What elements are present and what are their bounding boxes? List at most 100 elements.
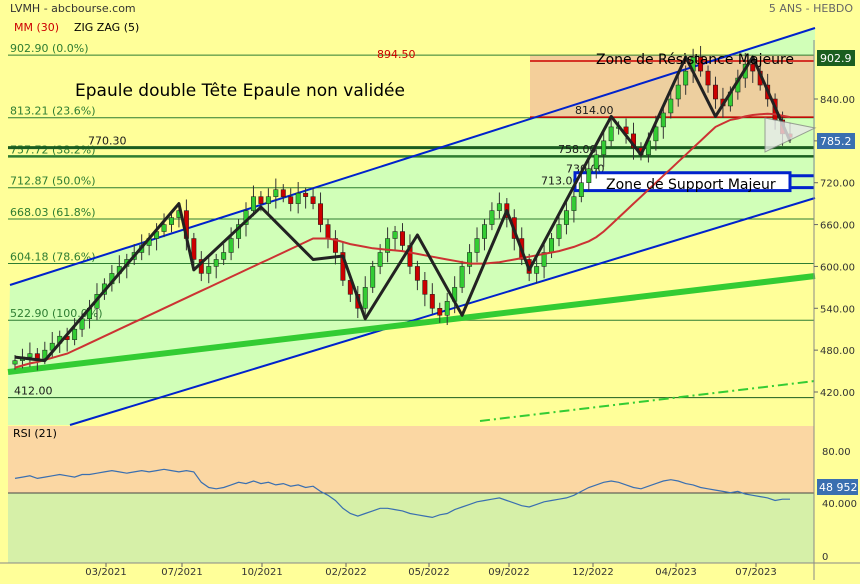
candle-body: [660, 112, 666, 128]
candle-body: [332, 238, 338, 253]
candle-body: [608, 126, 614, 142]
rsi-tick-label: 0: [822, 552, 828, 563]
rsi-oversold-band: [8, 493, 814, 563]
candle-body: [541, 252, 547, 267]
resistance-price-tag: [817, 50, 855, 66]
candle-body: [571, 196, 577, 211]
candle-body: [250, 196, 256, 211]
level-label: 713.00: [541, 175, 580, 188]
candle-body: [444, 301, 450, 316]
last-price-tag: [817, 133, 855, 149]
level-label: 894.50: [377, 48, 416, 61]
candle-body: [27, 353, 33, 358]
candle-body: [750, 63, 756, 72]
candle-body: [429, 294, 435, 309]
rsi-tick-label: 40.000: [822, 499, 857, 510]
candle-body: [161, 224, 167, 232]
fib-label: 813.21 (23.6%): [10, 105, 96, 118]
x-tick-label: 07/2023: [735, 567, 777, 578]
candle-body: [422, 280, 428, 295]
y-tick-label: 420.00: [820, 388, 855, 399]
candle-body: [400, 231, 405, 246]
x-tick-label: 02/2022: [325, 567, 367, 578]
zigzag-line: [14, 55, 792, 363]
candle-body: [563, 210, 569, 225]
x-tick-label: 05/2022: [408, 567, 450, 578]
candle-body: [482, 224, 487, 239]
candle-body: [459, 266, 465, 288]
candle-body: [414, 266, 420, 281]
candle-body: [34, 353, 40, 359]
candle-body: [385, 238, 391, 253]
rsi-tick-label: 80.00: [822, 447, 851, 458]
channel-lower-line: [69, 197, 816, 426]
candle-body: [370, 266, 376, 288]
support-zone-label: Zone de Support Majeur: [606, 177, 776, 193]
candle-body: [72, 328, 78, 340]
candle-body: [556, 224, 562, 239]
resistance-price-tag-label: 902.9: [820, 52, 852, 65]
long-trend-line: [7, 273, 816, 375]
pattern-annotation: Epaule double Tête Epaule non validée: [75, 81, 405, 101]
candle-body: [683, 70, 689, 86]
candle-body: [549, 238, 555, 253]
triangle-pattern: [764, 117, 817, 153]
candle-body: [467, 252, 473, 267]
candle-body: [578, 182, 584, 197]
y-tick-label: 540.00: [820, 304, 855, 315]
candle-body: [169, 217, 174, 225]
x-tick-label: 10/2021: [241, 567, 283, 578]
legend-ma: MM (30): [14, 21, 59, 34]
last-price-tag-label: 785.2: [820, 135, 852, 148]
candle-body: [593, 154, 599, 170]
fib-label: 712.87 (50.0%): [10, 175, 96, 188]
level-label: 770.30: [88, 135, 127, 148]
candle-body: [191, 238, 197, 260]
candle-body: [12, 360, 18, 365]
candle-body: [325, 224, 331, 239]
candle-body: [273, 189, 279, 197]
x-tick-label: 07/2021: [161, 567, 203, 578]
candle-body: [310, 196, 316, 204]
moving-average-line: [14, 112, 791, 369]
candle-body: [653, 126, 659, 142]
candle-body: [534, 266, 540, 274]
long-trend-dashed-line: [479, 380, 816, 422]
candle-body: [601, 140, 607, 156]
y-tick-label: 720.00: [820, 179, 855, 190]
candle-body: [392, 231, 398, 239]
candle-body: [213, 259, 219, 267]
level-label: 412.00: [14, 385, 53, 398]
resistance-zone-label: Zone de Résistance Majeure: [596, 52, 794, 68]
y-tick-label: 480.00: [820, 346, 855, 357]
rsi-label: RSI (21): [13, 427, 57, 440]
fib-label: 668.03 (61.8%): [10, 206, 96, 219]
rsi-value-tag-label: 48 952: [819, 481, 858, 494]
fib-label: 604.18 (78.6%): [10, 251, 96, 264]
rsi-overbought-band: [8, 426, 814, 493]
candle-body: [221, 252, 227, 260]
candle-body: [228, 238, 234, 253]
candle-body: [437, 308, 443, 316]
legend-zigzag: ZIG ZAG (5): [74, 21, 139, 34]
candle-body: [288, 196, 294, 204]
candle-body: [705, 70, 711, 86]
candle-body: [258, 196, 264, 204]
header-period: 5 ANS - HEBDO: [769, 2, 853, 15]
fib-label: 757.72 (38.2%): [10, 143, 96, 156]
x-tick-label: 04/2023: [655, 567, 697, 578]
candle-body: [474, 238, 480, 253]
y-tick-label: 840.00: [820, 95, 855, 106]
candle-body: [668, 98, 674, 114]
level-label: 814.00: [575, 104, 614, 117]
y-tick-label: 660.00: [820, 221, 855, 232]
candle-body: [206, 266, 212, 274]
candle-body: [280, 189, 286, 197]
candle-body: [713, 84, 718, 100]
candle-body: [675, 84, 681, 100]
rsi-ticks: 0 40.000 80.00: [822, 447, 857, 563]
rsi-line: [14, 468, 790, 519]
candle-body: [586, 168, 592, 183]
